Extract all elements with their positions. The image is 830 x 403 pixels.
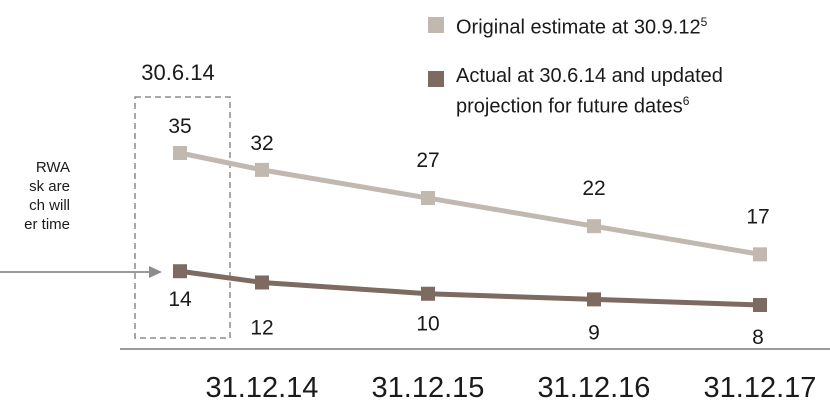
legend-label-actual-line1: Actual at 30.6.14 and updated <box>456 65 723 87</box>
annotation-arrowhead <box>149 266 162 278</box>
legend-label-original: Original estimate at 30.9.125 <box>456 10 707 41</box>
legend-swatch-original <box>428 17 444 33</box>
x-tick-label: 31.12.17 <box>704 372 817 403</box>
legend-swatch-actual <box>428 71 444 87</box>
data-point-original <box>753 247 767 262</box>
data-label-actual: 10 <box>416 313 439 336</box>
data-label-actual: 12 <box>250 316 273 339</box>
annotation-line-1: RWA <box>35 159 70 176</box>
legend-label-actual: Actual at 30.6.14 and updated projection… <box>456 64 723 120</box>
highlight-label: 30.6.14 <box>141 60 214 85</box>
legend-item-original: Original estimate at 30.9.125 <box>428 10 707 41</box>
data-point-actual <box>255 275 269 290</box>
data-point-actual <box>587 292 601 307</box>
data-label-actual: 8 <box>752 326 764 349</box>
data-point-actual <box>753 298 767 312</box>
data-label-original: 27 <box>416 149 439 172</box>
annotation-line-3: ch will <box>29 197 70 214</box>
data-point-original <box>587 219 601 234</box>
data-point-original <box>421 191 435 206</box>
legend-item-actual: Actual at 30.6.14 and updated projection… <box>428 64 723 120</box>
data-point-original <box>255 162 269 177</box>
legend-label-actual-line2: projection for future dates <box>456 95 683 118</box>
data-label-original: 17 <box>746 205 769 228</box>
x-tick-label: 31.12.15 <box>372 372 485 403</box>
x-tick-label: 31.12.14 <box>206 372 319 403</box>
x-tick-label: 31.12.16 <box>538 372 651 403</box>
data-label-original: 22 <box>582 177 605 200</box>
legend-label-original-text: Original estimate at 30.9.12 <box>456 16 701 39</box>
footnote-5: 5 <box>700 15 708 29</box>
footnote-6: 6 <box>682 94 690 108</box>
annotation-line-4: er time <box>24 216 70 233</box>
data-label-actual: 9 <box>588 321 600 344</box>
data-point-original <box>173 146 187 160</box>
data-point-actual <box>421 286 435 301</box>
data-label-original: 35 <box>168 115 191 138</box>
data-label-original: 32 <box>250 132 273 155</box>
data-label-actual: 14 <box>168 288 192 311</box>
annotation-line-2: sk are <box>29 178 70 195</box>
highlight-box <box>134 96 231 339</box>
data-point-actual <box>173 264 187 279</box>
